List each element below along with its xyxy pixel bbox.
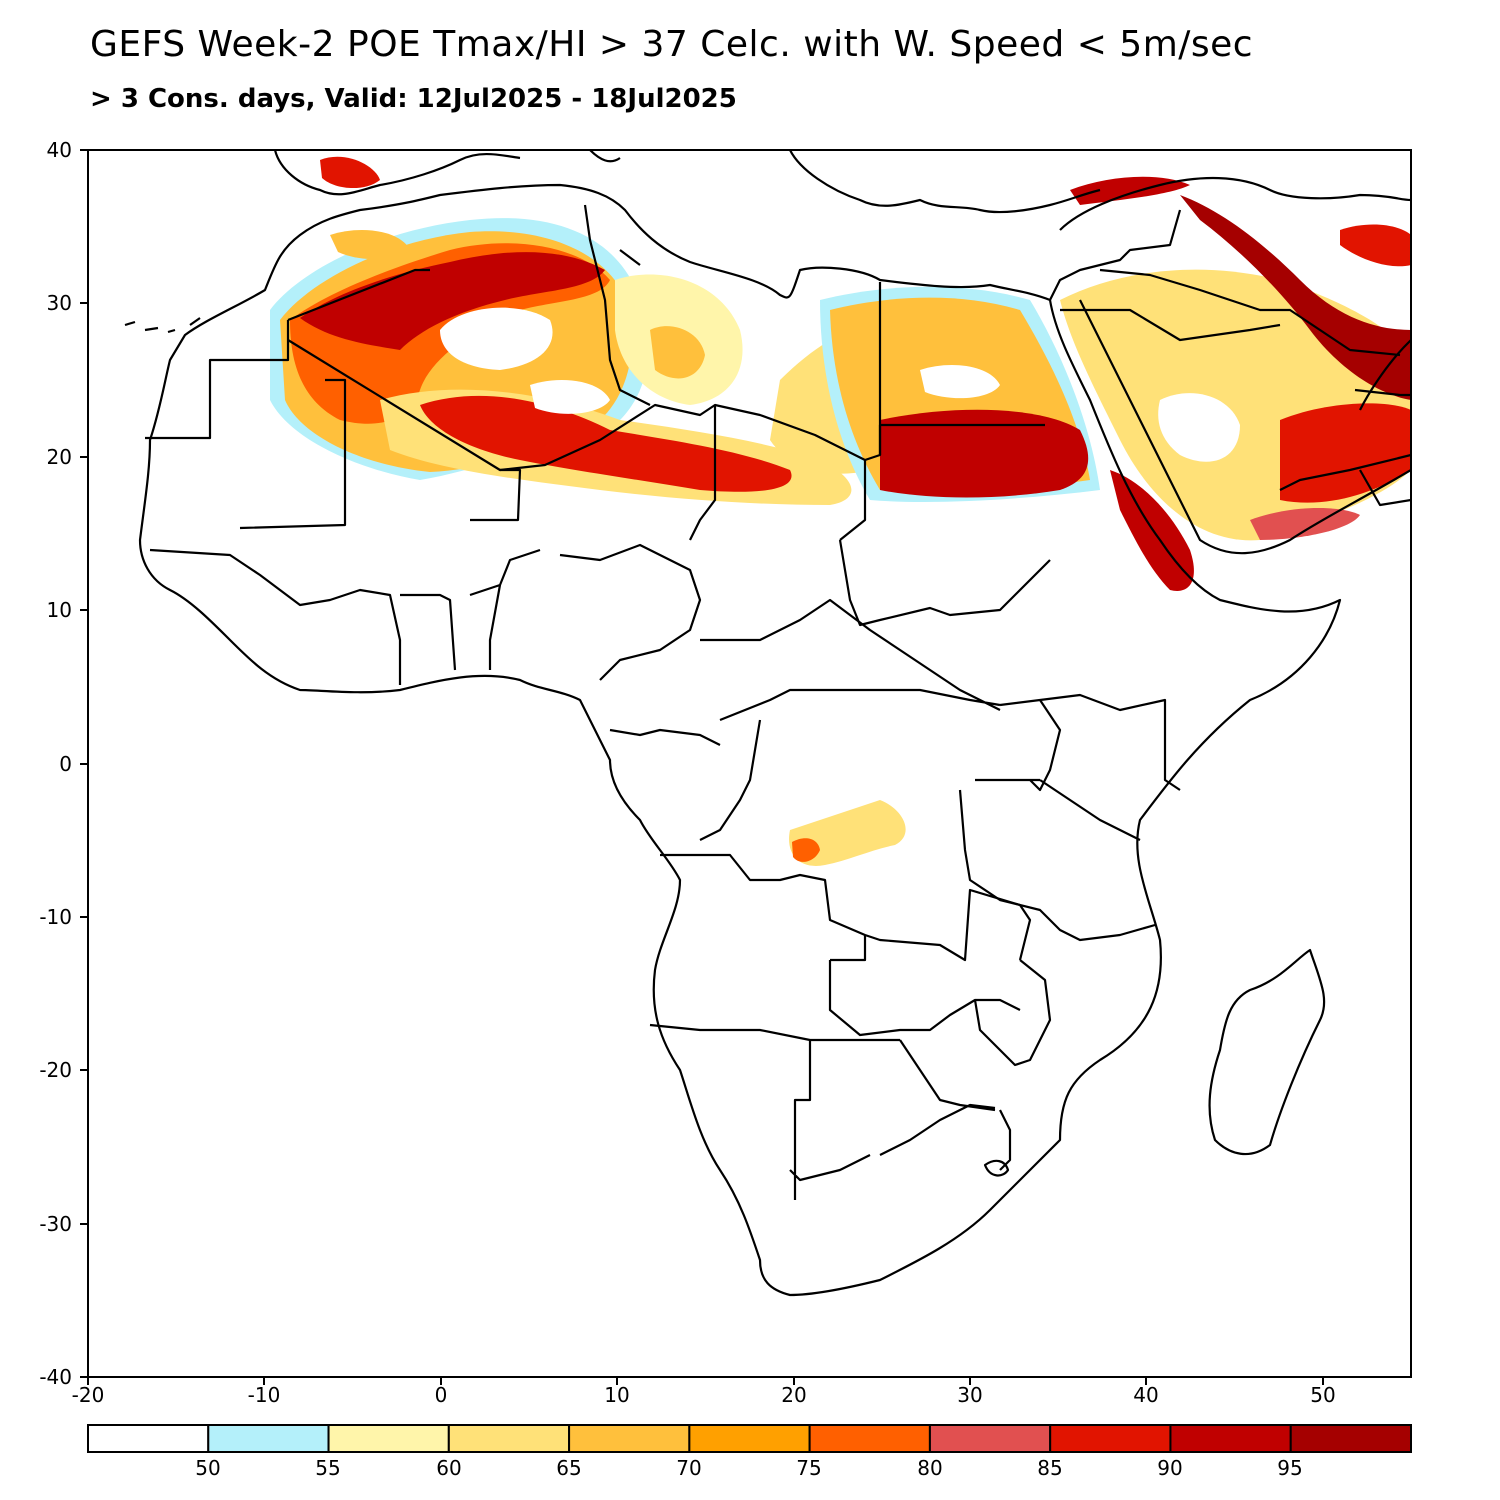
colorbar-label: 50 — [195, 1456, 220, 1480]
arabia-coastline — [1059, 176, 1411, 555]
x-tick-label: 0 — [435, 1383, 448, 1407]
shade-egypt-hole — [920, 365, 1000, 399]
x-tick-label: 50 — [1310, 1383, 1335, 1407]
colorbar-swatch — [1169, 1424, 1292, 1453]
shade-libya-spots — [650, 326, 705, 379]
x-tick-label: -20 — [72, 1383, 105, 1407]
y-tick-label: -30 — [39, 1212, 72, 1236]
shade-spain — [320, 156, 380, 189]
border-sudan-south-sudan — [838, 539, 1051, 627]
border-west-africa — [149, 543, 702, 685]
border-algeria-libya-tunisia — [583, 204, 651, 406]
colorbar-swatch — [327, 1424, 450, 1453]
colorbar-swatch — [1289, 1424, 1413, 1453]
map-title: GEFS Week-2 POE Tmax/HI > 37 Celc. with … — [90, 24, 1254, 65]
colorbar-labels: 50 55 60 65 70 75 80 85 90 95 — [195, 1456, 1302, 1480]
coastlines — [124, 150, 1411, 1297]
shade-iran-north — [1340, 224, 1411, 267]
colorbar-swatch — [1049, 1424, 1172, 1453]
colorbar-label: 70 — [676, 1456, 701, 1480]
colorbar-label: 55 — [315, 1456, 340, 1480]
x-tick-label: 10 — [604, 1383, 629, 1407]
shade-sudan-red — [880, 409, 1089, 498]
x-tick-label: 40 — [1133, 1383, 1158, 1407]
colorbar-label: 85 — [1037, 1456, 1062, 1480]
africa-coastline — [138, 183, 1342, 1297]
y-tick-label: 30 — [47, 291, 72, 315]
colorbar-swatch — [87, 1424, 210, 1453]
x-tick-label: 30 — [957, 1383, 982, 1407]
shade-sahel-belt-red — [420, 395, 792, 492]
lesotho — [983, 1159, 1010, 1177]
map-subtitle: > 3 Cons. days, Valid: 12Jul2025 - 18Jul… — [90, 84, 737, 114]
axis-ticks — [80, 149, 1324, 1385]
border-middle-east — [1049, 209, 1411, 507]
y-tick-label: 10 — [47, 598, 72, 622]
border-central-africa — [609, 598, 1001, 841]
y-tick-label: -20 — [39, 1058, 72, 1082]
colorbar-label: 80 — [917, 1456, 942, 1480]
shade-sahara-west-hole — [440, 307, 553, 370]
mediterranean-north-coast — [273, 150, 1101, 214]
colorbar-swatch — [207, 1424, 330, 1453]
y-tick-label: 40 — [47, 138, 72, 162]
country-borders — [145, 204, 1411, 1200]
x-tick-label: -10 — [248, 1383, 281, 1407]
shade-morocco-coast — [330, 230, 410, 260]
colorbar-label: 60 — [436, 1456, 461, 1480]
border-southern-africa — [649, 853, 1052, 1200]
shade-gulf-coast — [1180, 195, 1411, 400]
x-axis-labels: -20 -10 0 10 20 30 40 50 — [72, 1383, 1336, 1407]
madagascar-coastline — [1208, 948, 1326, 1156]
colorbar — [87, 1424, 1413, 1453]
y-tick-label: 20 — [47, 445, 72, 469]
shade-congo-red — [792, 838, 820, 862]
colorbar-label: 90 — [1157, 1456, 1182, 1480]
shade-sahel-hole — [530, 380, 610, 414]
colorbar-label: 65 — [556, 1456, 581, 1480]
colorbar-swatch — [688, 1424, 811, 1453]
y-tick-label: -10 — [39, 905, 72, 929]
shade-turkey-strip — [1070, 176, 1190, 205]
colorbar-swatch — [447, 1424, 571, 1453]
colorbar-swatch — [928, 1424, 1052, 1453]
border-mali-niger-chad — [239, 378, 867, 541]
probability-shading — [270, 156, 1411, 866]
y-tick-label: -40 — [39, 1365, 72, 1389]
shade-arabia-red — [1280, 403, 1411, 503]
y-tick-label: 0 — [59, 752, 72, 776]
colorbar-swatch — [568, 1424, 691, 1453]
colorbar-label: 75 — [796, 1456, 821, 1480]
shade-arabia-hole — [1158, 393, 1240, 462]
colorbar-label: 95 — [1277, 1456, 1302, 1480]
y-axis-labels: 40 30 20 10 0 -10 -20 -30 -40 — [39, 138, 72, 1389]
shade-sahara-west-red — [300, 252, 605, 350]
canary-islands — [124, 317, 201, 334]
colorbar-swatch — [808, 1424, 931, 1453]
shade-yemen — [1250, 508, 1360, 540]
x-tick-label: 20 — [781, 1383, 806, 1407]
border-east-africa — [958, 693, 1181, 942]
